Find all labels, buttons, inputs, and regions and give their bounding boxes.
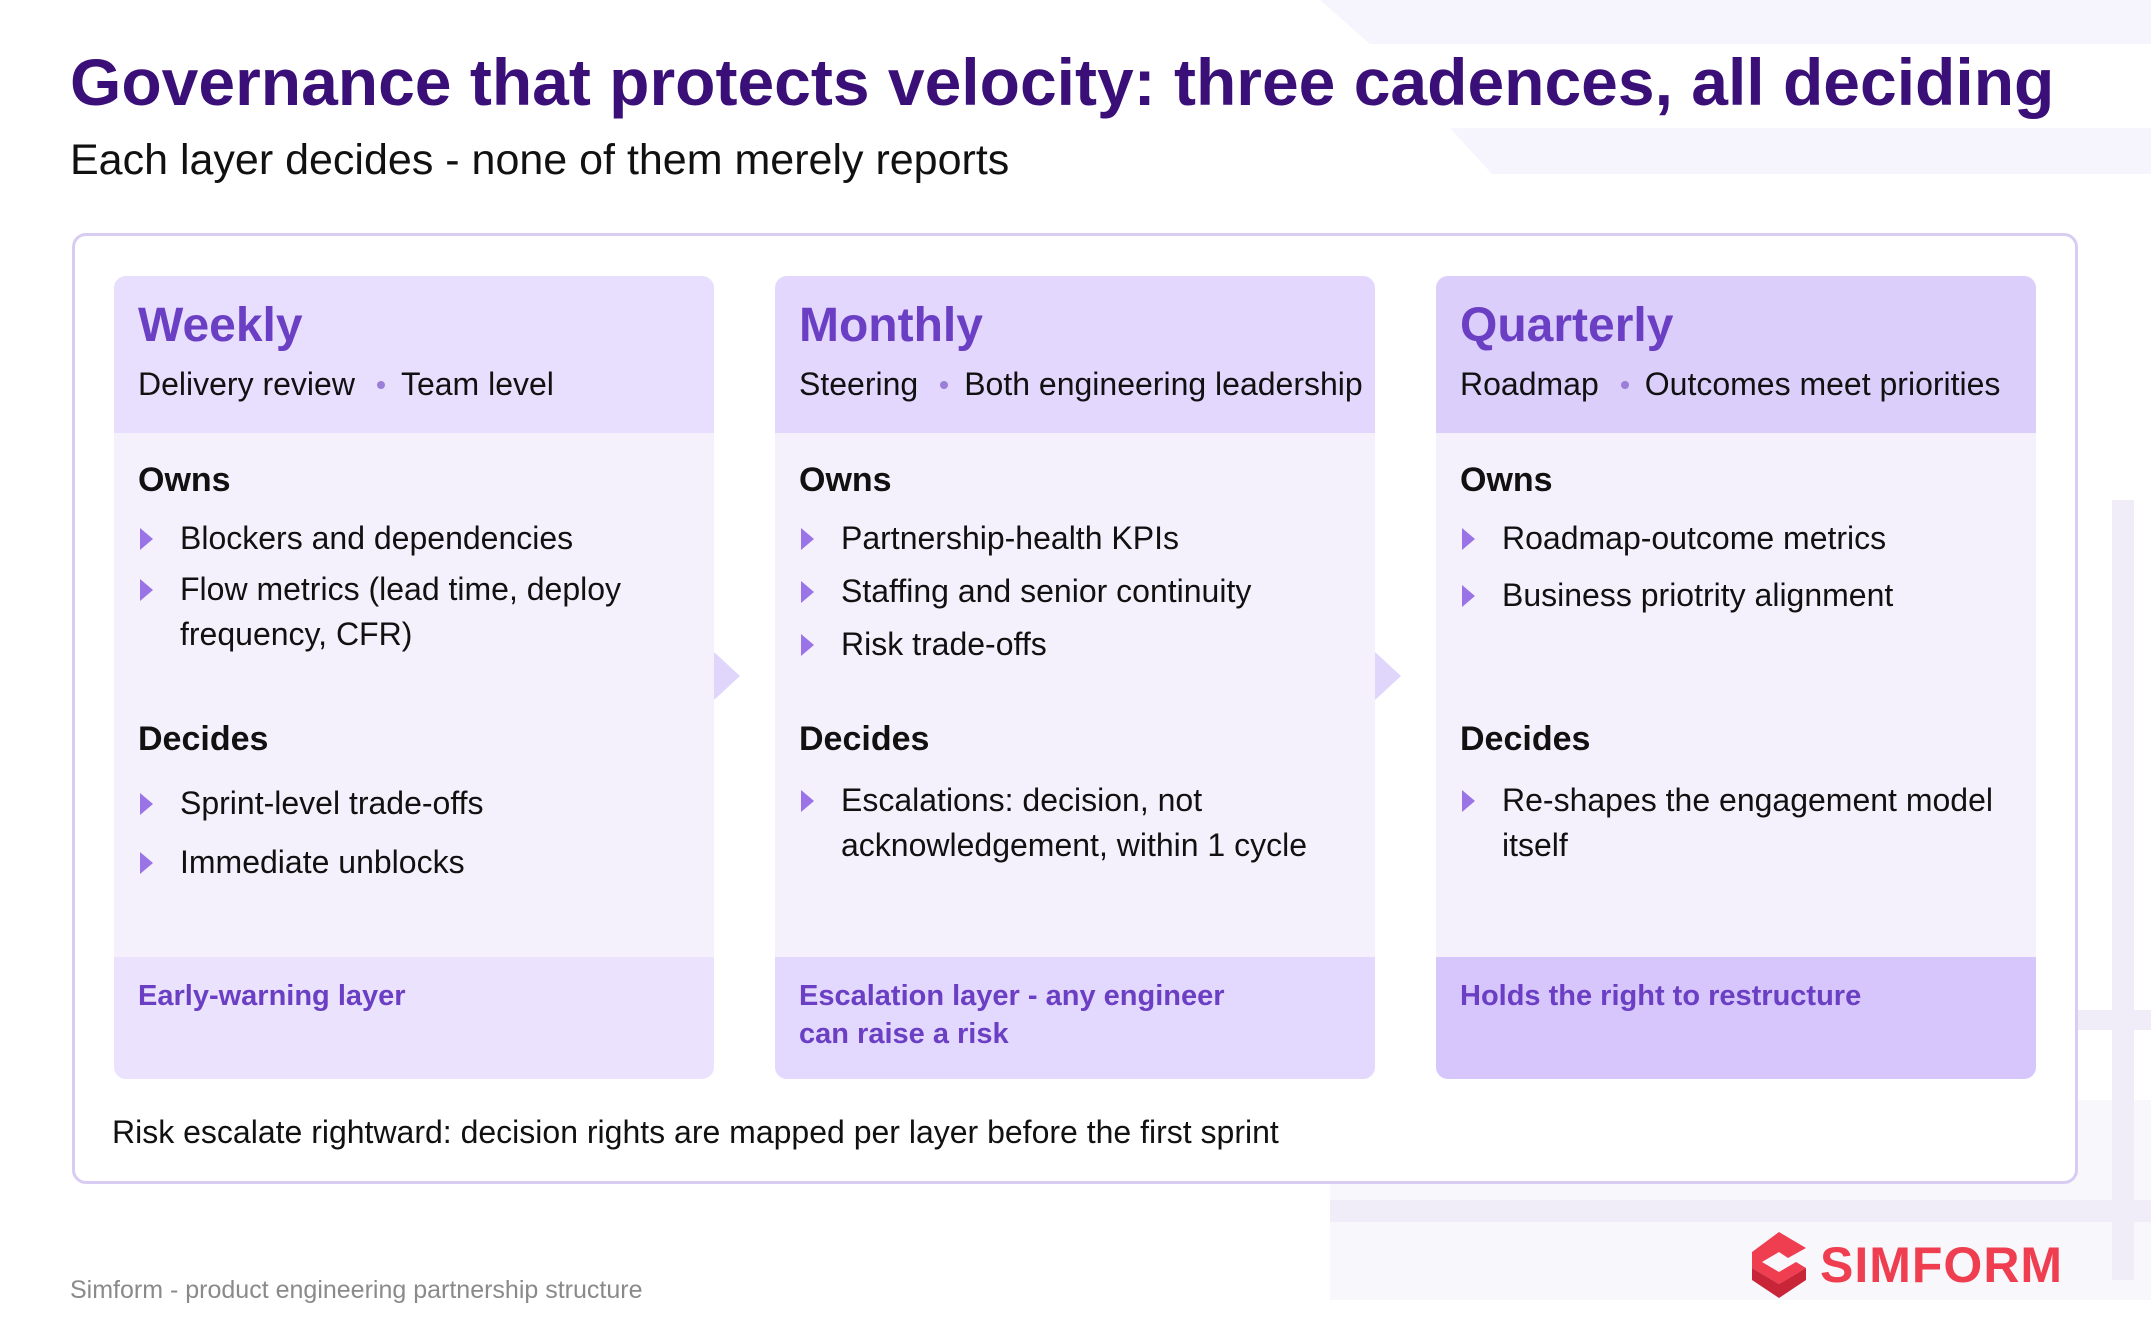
bullet-triangle-icon (1462, 585, 1475, 607)
escalation-note: Risk escalate rightward: decision rights… (112, 1114, 1279, 1150)
list-item-text: Staffing and senior continuity (841, 573, 1252, 609)
background-band (1450, 128, 2151, 174)
card-footer-text: Early-warning layer (138, 980, 406, 1012)
list-item: Business priotrity alignment (1460, 573, 2016, 618)
decides-list: Sprint-level trade-offs Immediate unbloc… (138, 781, 694, 885)
background-line (1330, 1200, 2151, 1222)
owns-list: Partnership-health KPIs Staffing and sen… (799, 516, 1355, 667)
card-meta-level: Outcomes meet priorities (1644, 366, 2001, 402)
list-item: Roadmap-outcome metrics (1460, 516, 2016, 561)
list-item-text: Immediate unblocks (180, 844, 465, 880)
card-meta: Delivery review Team level (138, 366, 554, 403)
bullet-triangle-icon (801, 634, 814, 656)
bullet-dot-icon (376, 380, 385, 389)
bullet-triangle-icon (1462, 790, 1475, 812)
card-header: Weekly Delivery review Team level (114, 276, 714, 433)
list-item: Re-shapes the engagement model itself (1460, 778, 2016, 868)
decides-list: Escalations: decision, not acknowledgeme… (799, 778, 1355, 868)
card-header: Monthly Steering Both engineering leaders… (775, 276, 1375, 433)
list-item: Immediate unblocks (138, 840, 694, 885)
chevron-right-icon (1375, 652, 1401, 700)
background-line (2078, 1010, 2151, 1030)
owns-heading: Owns (138, 461, 231, 499)
card-footer-text: Escalation layer - any engineer can rais… (799, 980, 1225, 1050)
chevron-right-icon (714, 652, 740, 700)
owns-list: Roadmap-outcome metrics Business priotri… (1460, 516, 2016, 618)
cadence-card-weekly: Weekly Delivery review Team level Owns Bl… (114, 276, 714, 1079)
card-meta: Roadmap Outcomes meet priorities (1460, 366, 2000, 403)
bullet-triangle-icon (140, 793, 153, 815)
simform-logo-icon (1752, 1232, 1806, 1298)
brand-logo: SIMFORM (1748, 1230, 2063, 1300)
bullet-dot-icon (1620, 380, 1629, 389)
background-line (2112, 500, 2134, 1280)
decides-heading: Decides (138, 720, 269, 758)
card-header: Quarterly Roadmap Outcomes meet prioritie… (1436, 276, 2036, 433)
card-meta-type: Steering (799, 366, 919, 402)
bullet-triangle-icon (1462, 528, 1475, 550)
list-item: Sprint-level trade-offs (138, 781, 694, 826)
bullet-triangle-icon (140, 528, 153, 550)
list-item: Partnership-health KPIs (799, 516, 1355, 561)
card-title: Monthly (799, 299, 983, 352)
card-title: Quarterly (1460, 299, 1674, 352)
page-subtitle: Each layer decides - none of them merely… (70, 136, 1010, 184)
bullet-triangle-icon (801, 790, 814, 812)
list-item-text: Re-shapes the engagement model itself (1502, 782, 1993, 863)
card-footer: Holds the right to restructure (1436, 957, 2036, 1079)
list-item: Escalations: decision, not acknowledgeme… (799, 778, 1355, 868)
list-item-text: Flow metrics (lead time, deploy frequenc… (180, 571, 622, 652)
card-meta: Steering Both engineering leadership (799, 366, 1363, 403)
page-title: Governance that protects velocity: three… (70, 45, 2055, 119)
card-footer: Escalation layer - any engineer can rais… (775, 957, 1375, 1079)
list-item-text: Sprint-level trade-offs (180, 785, 484, 821)
list-item: Staffing and senior continuity (799, 569, 1355, 614)
list-item: Flow metrics (lead time, deploy frequenc… (138, 567, 694, 657)
list-item-text: Escalations: decision, not acknowledgeme… (841, 782, 1308, 863)
card-footer-text: Holds the right to restructure (1460, 980, 1862, 1012)
list-item: Risk trade-offs (799, 622, 1355, 667)
decides-heading: Decides (1460, 720, 1591, 758)
decides-list: Re-shapes the engagement model itself (1460, 778, 2016, 868)
owns-heading: Owns (1460, 461, 1553, 499)
card-title: Weekly (138, 299, 303, 352)
owns-heading: Owns (799, 461, 892, 499)
list-item-text: Partnership-health KPIs (841, 520, 1179, 556)
list-item-text: Roadmap-outcome metrics (1502, 520, 1887, 556)
footer-caption: Simform - product engineering partnershi… (70, 1276, 643, 1304)
list-item-text: Blockers and dependencies (180, 520, 574, 556)
cadence-card-monthly: Monthly Steering Both engineering leaders… (775, 276, 1375, 1079)
list-item-text: Risk trade-offs (841, 626, 1047, 662)
owns-list: Blockers and dependencies Flow metrics (… (138, 516, 694, 657)
bullet-dot-icon (940, 380, 949, 389)
card-meta-level: Team level (400, 366, 554, 402)
card-meta-type: Delivery review (138, 366, 355, 402)
bullet-triangle-icon (140, 852, 153, 874)
list-item-text: Business priotrity alignment (1502, 577, 1894, 613)
bullet-triangle-icon (801, 581, 814, 603)
bullet-triangle-icon (140, 579, 153, 601)
card-meta-type: Roadmap (1460, 366, 1599, 402)
list-item: Blockers and dependencies (138, 516, 694, 561)
bullet-triangle-icon (801, 528, 814, 550)
card-footer: Early-warning layer (114, 957, 714, 1079)
decides-heading: Decides (799, 720, 930, 758)
logo-text: SIMFORM (1820, 1237, 2064, 1293)
cadence-card-quarterly: Quarterly Roadmap Outcomes meet prioritie… (1436, 276, 2036, 1079)
background-band (1320, 0, 2151, 44)
card-meta-level: Both engineering leadership (964, 366, 1363, 402)
